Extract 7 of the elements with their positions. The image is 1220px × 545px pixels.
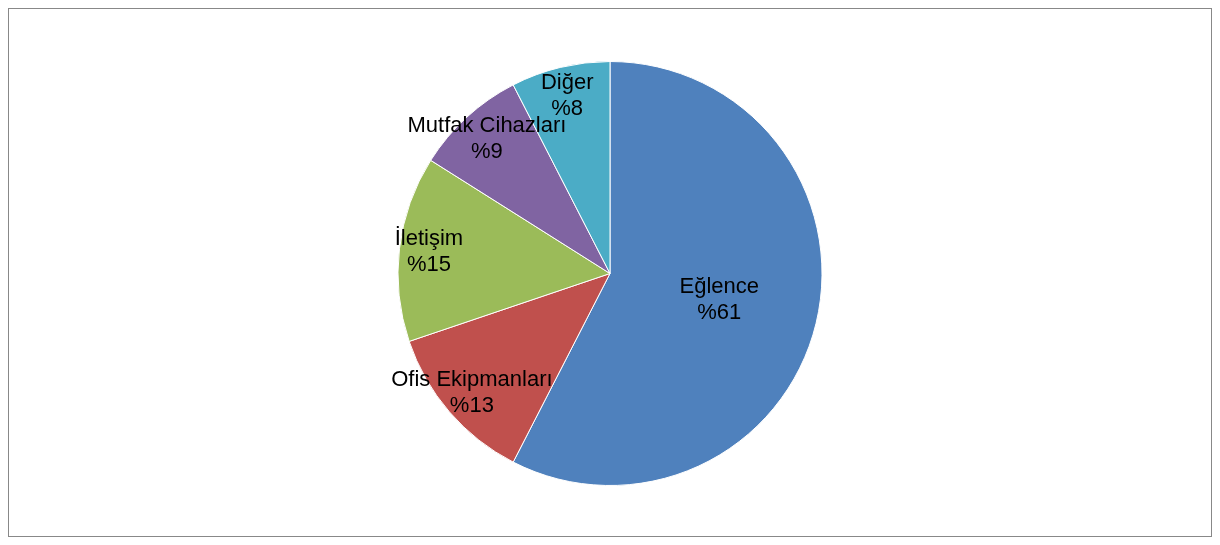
data-label: %15 — [406, 251, 451, 276]
data-label: %9 — [471, 138, 503, 164]
slice-label: Ofis Ekipmanları — [391, 365, 553, 391]
data-label: %61 — [697, 298, 742, 324]
slice-label: Eğlence — [679, 272, 759, 298]
data-label: %13 — [449, 391, 494, 417]
slice-label: Diğer — [540, 69, 594, 95]
